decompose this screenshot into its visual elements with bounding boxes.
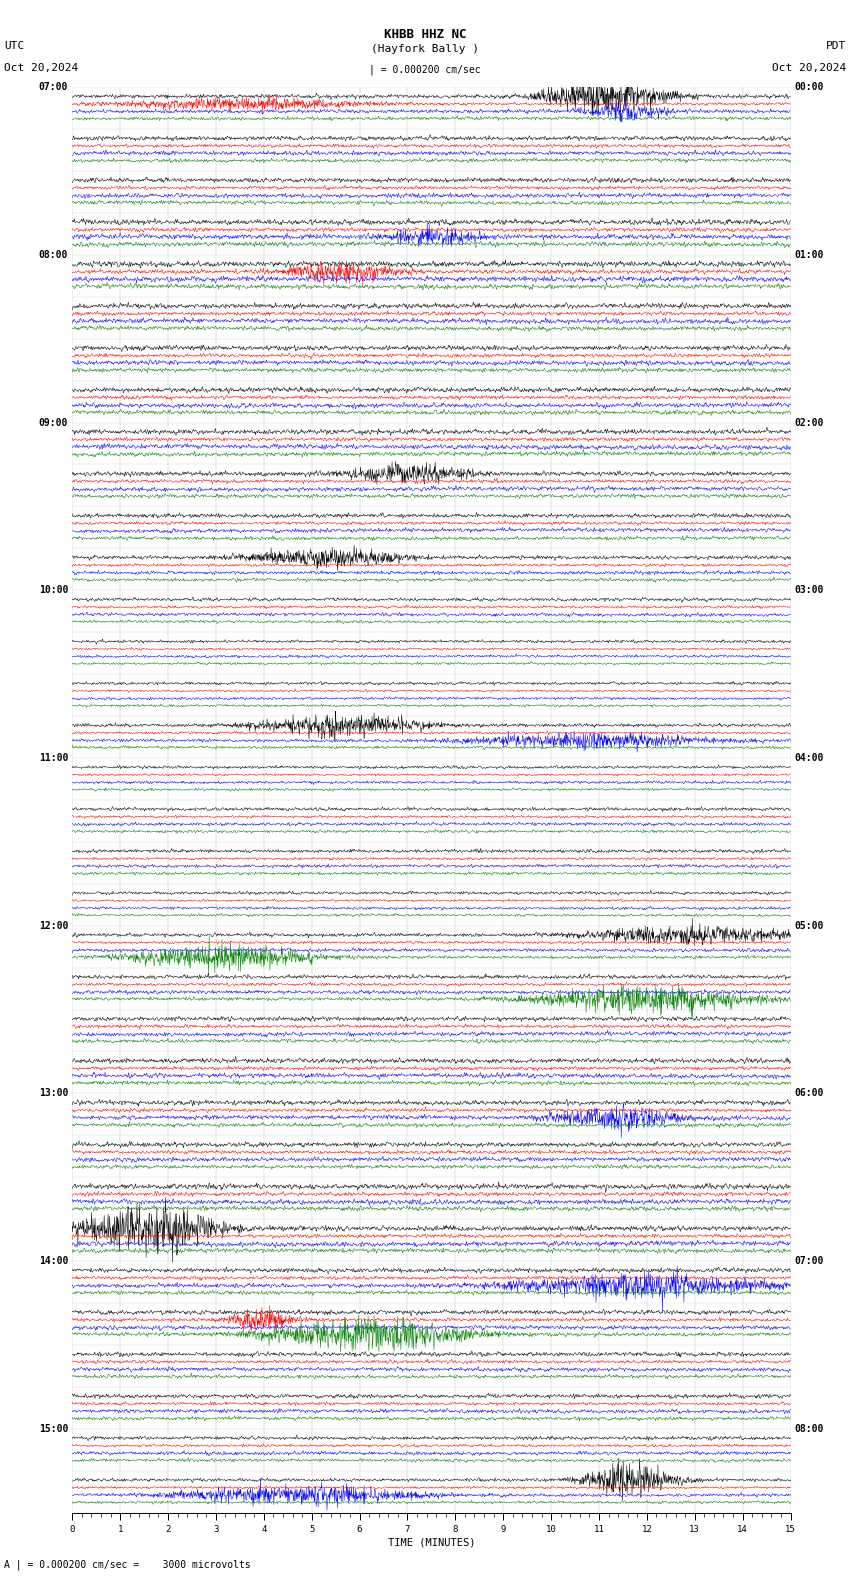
Text: | = 0.000200 cm/sec: | = 0.000200 cm/sec — [369, 65, 481, 76]
Text: 00:00: 00:00 — [795, 82, 824, 92]
Text: Oct 20,2024: Oct 20,2024 — [4, 63, 78, 73]
Text: 10:00: 10:00 — [38, 584, 68, 596]
Text: 14:00: 14:00 — [38, 1256, 68, 1266]
Text: 12:00: 12:00 — [38, 920, 68, 931]
Text: 05:00: 05:00 — [795, 920, 824, 931]
Text: Oct 20,2024: Oct 20,2024 — [772, 63, 846, 73]
Text: 06:00: 06:00 — [795, 1088, 824, 1098]
X-axis label: TIME (MINUTES): TIME (MINUTES) — [388, 1538, 475, 1548]
Text: 07:00: 07:00 — [38, 82, 68, 92]
Text: 08:00: 08:00 — [38, 250, 68, 260]
Text: UTC: UTC — [4, 41, 25, 51]
Text: 04:00: 04:00 — [795, 752, 824, 763]
Text: 07:00: 07:00 — [795, 1256, 824, 1266]
Text: 02:00: 02:00 — [795, 418, 824, 428]
Text: 13:00: 13:00 — [38, 1088, 68, 1098]
Text: 01:00: 01:00 — [795, 250, 824, 260]
Text: KHBB HHZ NC: KHBB HHZ NC — [383, 29, 467, 41]
Text: (Hayfork Bally ): (Hayfork Bally ) — [371, 44, 479, 54]
Text: 03:00: 03:00 — [795, 584, 824, 596]
Text: 08:00: 08:00 — [795, 1424, 824, 1434]
Text: 09:00: 09:00 — [38, 418, 68, 428]
Text: A | = 0.000200 cm/sec =    3000 microvolts: A | = 0.000200 cm/sec = 3000 microvolts — [4, 1560, 251, 1570]
Text: 11:00: 11:00 — [38, 752, 68, 763]
Text: PDT: PDT — [825, 41, 846, 51]
Text: 15:00: 15:00 — [38, 1424, 68, 1434]
